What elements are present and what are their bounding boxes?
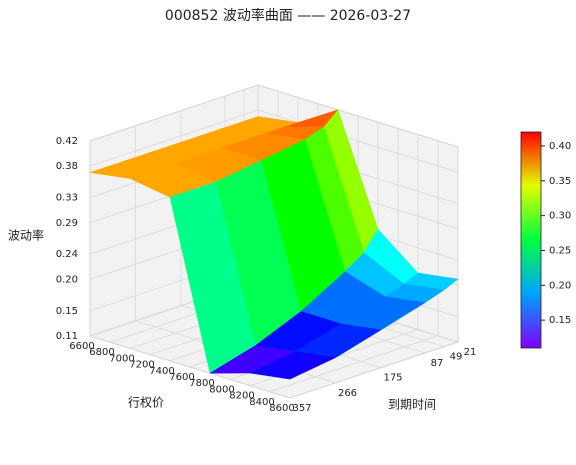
grid-line	[89, 109, 259, 167]
colorbar-tick-label: 0.20	[549, 280, 571, 291]
y-tick-label: 175	[383, 373, 402, 384]
colorbar	[520, 131, 542, 349]
y-tick-label: 49	[450, 352, 463, 363]
z-tick-label: 0.29	[56, 218, 78, 229]
colorbar-tick-label: 0.40	[549, 141, 571, 152]
colorbar-tick-label: 0.30	[549, 211, 571, 222]
x-tick-label: 8200	[229, 391, 254, 402]
y-tick-label: 357	[292, 403, 311, 414]
grid-line	[289, 341, 459, 399]
grid-line	[269, 335, 439, 393]
z-tick-label: 0.38	[56, 161, 78, 172]
chart-title: 000852 波动率曲面 —— 2026-03-27	[165, 7, 411, 24]
colorbar-tick-label: 0.25	[549, 245, 571, 256]
x-tick-label: 8600	[269, 403, 294, 414]
z-tick-label: 0.15	[56, 306, 78, 317]
x-tick-label: 6600	[69, 341, 94, 352]
x-tick-label: 7000	[109, 353, 134, 364]
colorbar-tick-label: 0.15	[549, 315, 571, 326]
grid-line	[257, 109, 459, 173]
z-tick-label: 0.24	[56, 249, 78, 260]
grid-line	[89, 335, 291, 399]
x-tick-label: 7400	[149, 366, 174, 377]
x-tick-label: 8000	[209, 384, 234, 395]
z-tick-label: 0.20	[56, 274, 78, 285]
x-tick-label: 7200	[129, 360, 154, 371]
colorbar-tick-label: 0.35	[549, 176, 571, 187]
grid-line	[89, 84, 259, 142]
y-tick-label: 266	[338, 388, 357, 399]
x-tick-label: 8400	[249, 397, 274, 408]
z-tick-label: 0.33	[56, 193, 78, 204]
z-tick-label: 0.11	[56, 331, 78, 342]
z-axis-label: 波动率	[8, 228, 44, 243]
x-axis-label: 行权价	[128, 396, 164, 410]
x-tick-label: 7800	[189, 378, 214, 389]
y-tick-label: 21	[464, 347, 477, 358]
x-tick-label: 7600	[169, 372, 194, 383]
y-tick-label: 87	[431, 358, 444, 369]
z-tick-label: 0.42	[56, 136, 78, 147]
grid-line	[257, 84, 459, 148]
x-tick-label: 6800	[89, 347, 114, 358]
y-axis-label: 到期时间	[388, 398, 436, 412]
surface-patch	[249, 351, 337, 380]
